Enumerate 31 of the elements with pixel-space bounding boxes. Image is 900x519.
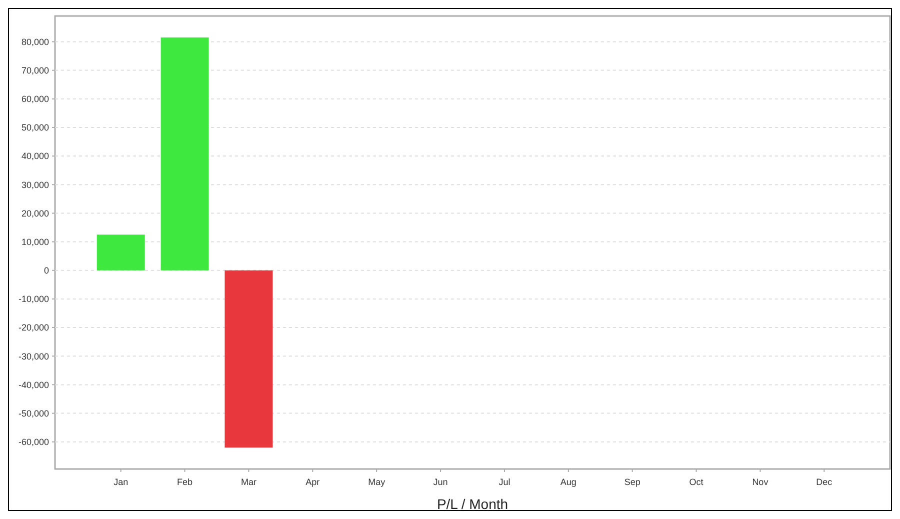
x-tick-label: Oct bbox=[689, 477, 704, 487]
y-tick-label: 40,000 bbox=[21, 151, 49, 162]
x-axis-title: P/L / Month bbox=[436, 496, 508, 512]
y-tick-label: -30,000 bbox=[18, 351, 49, 362]
x-tick-label: Sep bbox=[624, 477, 640, 487]
y-tick-label: 80,000 bbox=[21, 36, 49, 47]
bar bbox=[224, 270, 273, 448]
x-tick-label: Dec bbox=[816, 477, 833, 487]
x-tick-label: Feb bbox=[177, 477, 193, 487]
x-tick-label: Aug bbox=[560, 477, 576, 487]
x-tick-label: May bbox=[368, 477, 386, 487]
y-tick-label: -50,000 bbox=[18, 408, 49, 418]
bar bbox=[96, 234, 145, 270]
y-tick-label: 30,000 bbox=[21, 180, 49, 190]
y-tick-label: -40,000 bbox=[18, 380, 49, 390]
bar bbox=[160, 37, 209, 270]
x-tick-label: Jun bbox=[433, 477, 448, 487]
y-tick-label: -10,000 bbox=[18, 294, 49, 304]
x-tick-label: Mar bbox=[240, 477, 256, 487]
y-tick-label: -20,000 bbox=[18, 322, 49, 333]
y-tick-label: 70,000 bbox=[21, 65, 49, 76]
y-tick-label: -60,000 bbox=[18, 437, 49, 447]
y-tick-label: 20,000 bbox=[21, 208, 49, 218]
x-tick-label: Jul bbox=[498, 477, 510, 487]
y-tick-label: 0 bbox=[44, 266, 49, 276]
y-tick-label: 50,000 bbox=[21, 122, 49, 133]
y-tick-label: 10,000 bbox=[21, 236, 49, 247]
x-tick-label: Jan bbox=[114, 477, 128, 487]
y-tick-label: 60,000 bbox=[21, 94, 49, 104]
x-tick-label: Nov bbox=[752, 477, 769, 487]
x-tick-label: Apr bbox=[306, 477, 320, 487]
